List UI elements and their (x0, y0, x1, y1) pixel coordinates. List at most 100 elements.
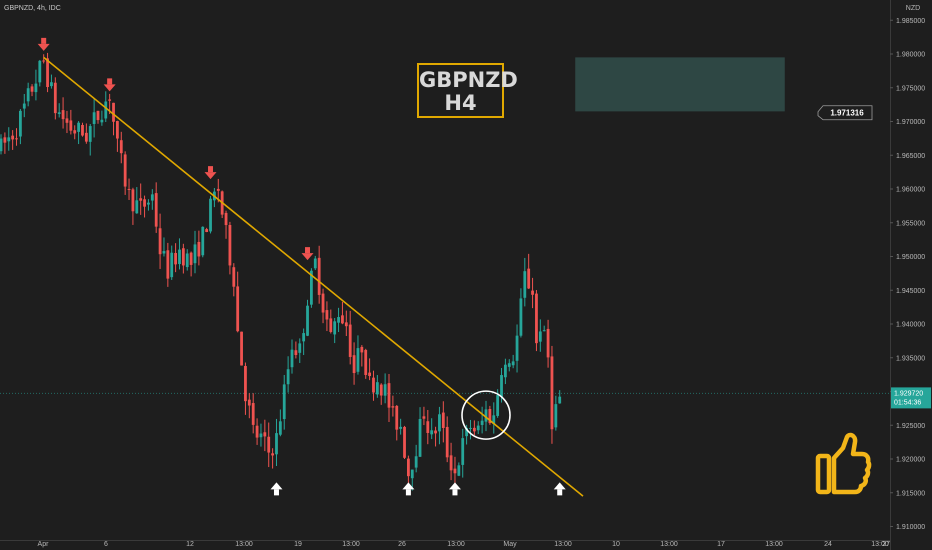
candle-body (523, 271, 527, 298)
arrow-up-marker-icon (448, 482, 461, 496)
candle-body (321, 293, 325, 313)
x-tick-label: Apr (38, 541, 50, 548)
candle-body (170, 252, 174, 278)
candle-body (69, 120, 73, 131)
arrow-down-marker-icon (103, 78, 116, 92)
candle-body (434, 430, 437, 434)
candle-body (104, 101, 108, 119)
candle-body (341, 315, 344, 324)
candle-body (3, 137, 7, 143)
candle-body (550, 356, 554, 430)
candle-body (278, 421, 282, 435)
candle-body (538, 331, 542, 342)
candle-body (515, 335, 519, 361)
candle-body (500, 375, 503, 397)
candle-body (232, 267, 236, 287)
candle-body (313, 258, 317, 269)
candle-body (337, 317, 340, 323)
y-tick-label: 1.925000 (896, 423, 925, 430)
candle-body (496, 395, 500, 416)
current-price-label: 1.929720 (894, 390, 923, 397)
candle-body (135, 200, 139, 214)
candle-body (240, 331, 243, 366)
candle-body (535, 293, 538, 344)
arrow-down-marker-icon (204, 166, 217, 180)
candle-body (286, 369, 290, 385)
candle-body (476, 425, 480, 431)
candle-body (383, 384, 387, 396)
candle-body (457, 465, 461, 476)
y-tick-label: 1.915000 (896, 490, 925, 497)
candle-body (465, 427, 468, 437)
x-tick-label: 10 (612, 541, 620, 548)
candle-body (209, 198, 212, 232)
candle-body (504, 364, 507, 378)
candle-body (306, 305, 309, 336)
candle-body (26, 88, 30, 102)
x-tick-label: 17 (717, 541, 725, 548)
x-tick-label: 13:00 (554, 541, 572, 548)
candle-body (333, 321, 337, 335)
x-tick-label: 26 (398, 541, 406, 548)
candle-body (92, 112, 96, 124)
arrow-down-marker-icon (301, 247, 314, 261)
candle-body (123, 154, 127, 187)
candle-body (112, 102, 115, 122)
target-zone (575, 57, 785, 112)
candle-body (201, 226, 205, 256)
candle-body (38, 60, 42, 83)
candle-body (119, 140, 123, 154)
candle-body (96, 110, 100, 121)
candle-body (81, 124, 84, 136)
candle-body (403, 426, 406, 458)
candle-body (143, 199, 146, 207)
candle-body (7, 137, 11, 142)
candle-body (387, 383, 391, 408)
thumbs-up-icon (815, 432, 872, 495)
candle-body (507, 363, 511, 367)
candle-body (410, 469, 414, 479)
candle-body (542, 330, 546, 332)
candle-body (154, 193, 158, 227)
candle-body (329, 318, 333, 332)
candle-body (282, 384, 286, 420)
candle-body (275, 433, 278, 455)
y-tick-label: 1.970000 (896, 119, 925, 126)
y-tick-label: 1.975000 (896, 85, 925, 92)
candle-body (77, 122, 80, 132)
candle-body (267, 436, 271, 453)
candle-body (181, 248, 185, 266)
candle-body (127, 188, 131, 190)
arrow-down-marker-icon (37, 37, 50, 51)
candle-body (57, 112, 61, 115)
candle-body (65, 118, 69, 123)
candle-body (34, 83, 38, 93)
candle-body (73, 130, 77, 134)
y-tick-label: 1.955000 (896, 220, 925, 227)
price-axis-panel (890, 0, 932, 550)
candle-body (251, 403, 255, 425)
candle-body (379, 384, 383, 396)
x-tick-label: 13:00 (765, 541, 783, 548)
candle-body (15, 138, 18, 140)
y-tick-label: 1.980000 (896, 52, 925, 59)
candle-body (166, 250, 170, 279)
candle-body (418, 418, 422, 457)
x-tick-label: 13:00 (871, 541, 889, 548)
candle-body (558, 396, 562, 404)
candle-body (139, 198, 143, 201)
candle-body (407, 458, 410, 477)
candle-body (360, 346, 364, 353)
candle-body (469, 427, 472, 429)
candle-body (100, 119, 104, 123)
title-symbol: GBPNZD (419, 68, 518, 92)
candle-body (317, 257, 321, 295)
candle-body (391, 406, 395, 408)
y-tick-label: 1.940000 (896, 322, 925, 329)
candle-body (399, 426, 403, 429)
candle-body (147, 202, 150, 205)
candle-body (294, 350, 298, 356)
candle-body (484, 409, 488, 422)
